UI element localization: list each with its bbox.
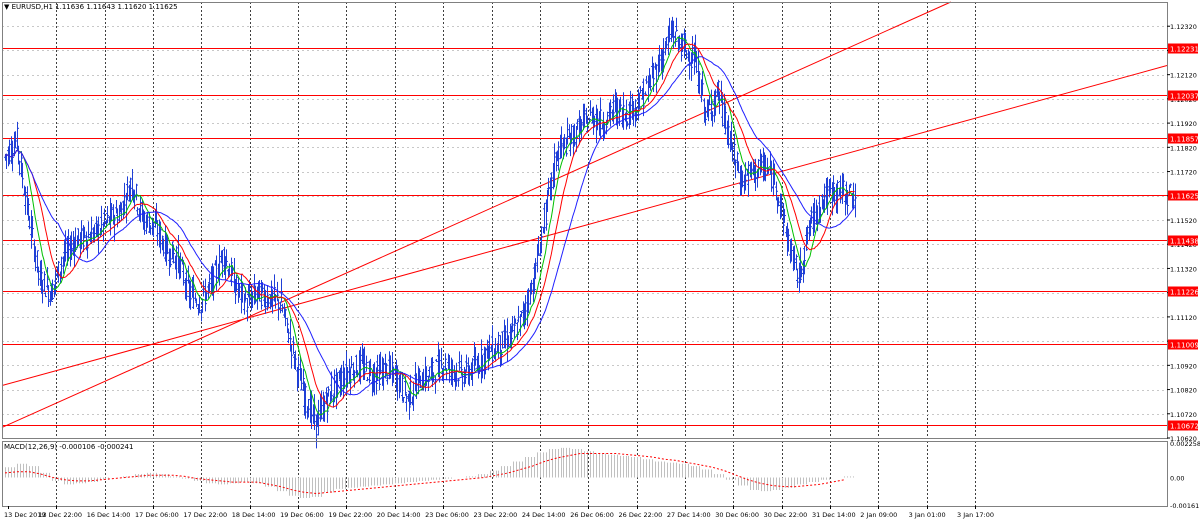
y-tick-label: 1.10620	[1170, 435, 1197, 443]
x-tick-label: 2 Jan 09:00	[860, 511, 897, 519]
level-label-bg	[1168, 420, 1198, 431]
x-tick-label: 19 Dec 22:00	[328, 511, 372, 519]
trend-line	[1, 65, 1168, 387]
y-tick-label: 1.11820	[1170, 144, 1197, 152]
level-label: 1.11009	[1170, 342, 1199, 350]
x-tick-label: 18 Dec 14:00	[232, 511, 276, 519]
macd-y-tick-label: 0.00	[1170, 474, 1184, 482]
x-tick-label: 13 Dec 2019	[4, 511, 46, 519]
level-label: 1.11438	[1170, 238, 1199, 246]
level-label-bg	[1168, 339, 1198, 350]
y-tick-label: 1.12120	[1170, 72, 1197, 80]
y-tick-label: 1.12320	[1170, 23, 1197, 31]
y-tick-label: 1.11120	[1170, 314, 1197, 322]
trend-line	[1, 1, 951, 428]
x-tick-label: 16 Dec 14:00	[87, 511, 131, 519]
level-label: 1.11857	[1170, 136, 1199, 144]
x-tick-label: 17 Dec 22:00	[183, 511, 227, 519]
macd-pane-frame	[2, 441, 1168, 507]
x-tick-label: 20 Dec 14:00	[377, 511, 421, 519]
macd-y-tick-label: 0.002258	[1170, 440, 1200, 448]
level-label-bg	[1168, 90, 1198, 101]
y-tick-label: 1.10720	[1170, 411, 1197, 419]
y-tick-label: 1.10820	[1170, 387, 1197, 395]
level-label: 1.12231	[1170, 46, 1199, 54]
y-tick-label: 1.11320	[1170, 265, 1197, 273]
level-label: 1.12037	[1170, 93, 1199, 101]
level-label-bg	[1168, 133, 1198, 144]
y-tick-label: 1.11520	[1170, 217, 1197, 225]
ma-fast-line	[4, 36, 855, 416]
x-tick-label: 26 Dec 22:00	[619, 511, 663, 519]
level-label: 1.10672	[1170, 423, 1199, 431]
macd-signal-line	[4, 453, 845, 495]
ma-mid-line	[4, 43, 855, 408]
x-tick-label: 26 Dec 06:00	[570, 511, 614, 519]
level-label-bg	[1168, 235, 1198, 246]
dropdown-arrow-icon[interactable]: ▼	[4, 3, 12, 11]
level-label-bg	[1168, 43, 1198, 54]
ma-slow-line	[4, 56, 856, 396]
y-tick-label: 1.10920	[1170, 362, 1197, 370]
x-tick-label: 24 Dec 14:00	[522, 511, 566, 519]
level-label-bg	[1168, 190, 1198, 201]
x-tick-label: 17 Dec 06:00	[135, 511, 179, 519]
x-tick-label: 31 Dec 14:00	[812, 511, 856, 519]
x-tick-label: 3 Jan 17:00	[957, 511, 994, 519]
x-tick-label: 27 Dec 14:00	[667, 511, 711, 519]
symbol-info: EURUSD,H1 1.11636 1.11643 1.11620 1.1162…	[11, 3, 178, 11]
macd-header: MACD(12,26,9) -0.000106 -0.000241	[4, 443, 134, 451]
level-label-bg	[1168, 286, 1198, 297]
y-tick-label: 1.11920	[1170, 120, 1197, 128]
level-label: 1.11625	[1170, 193, 1199, 201]
symbol-header: ▼ EURUSD,H1 1.11636 1.11643 1.11620 1.11…	[4, 3, 178, 11]
x-tick-label: 19 Dec 06:00	[280, 511, 324, 519]
x-tick-label: 23 Dec 06:00	[425, 511, 469, 519]
x-tick-label: 23 Dec 22:00	[474, 511, 518, 519]
y-tick-label: 1.11720	[1170, 169, 1197, 177]
x-tick-label: 30 Dec 22:00	[764, 511, 808, 519]
x-tick-label: 30 Dec 06:00	[715, 511, 759, 519]
x-tick-label: 13 Dec 22:00	[38, 511, 82, 519]
x-tick-label: 3 Jan 01:00	[909, 511, 946, 519]
macd-y-tick-label: -0.00161	[1170, 502, 1199, 510]
level-label: 1.11226	[1170, 289, 1199, 297]
